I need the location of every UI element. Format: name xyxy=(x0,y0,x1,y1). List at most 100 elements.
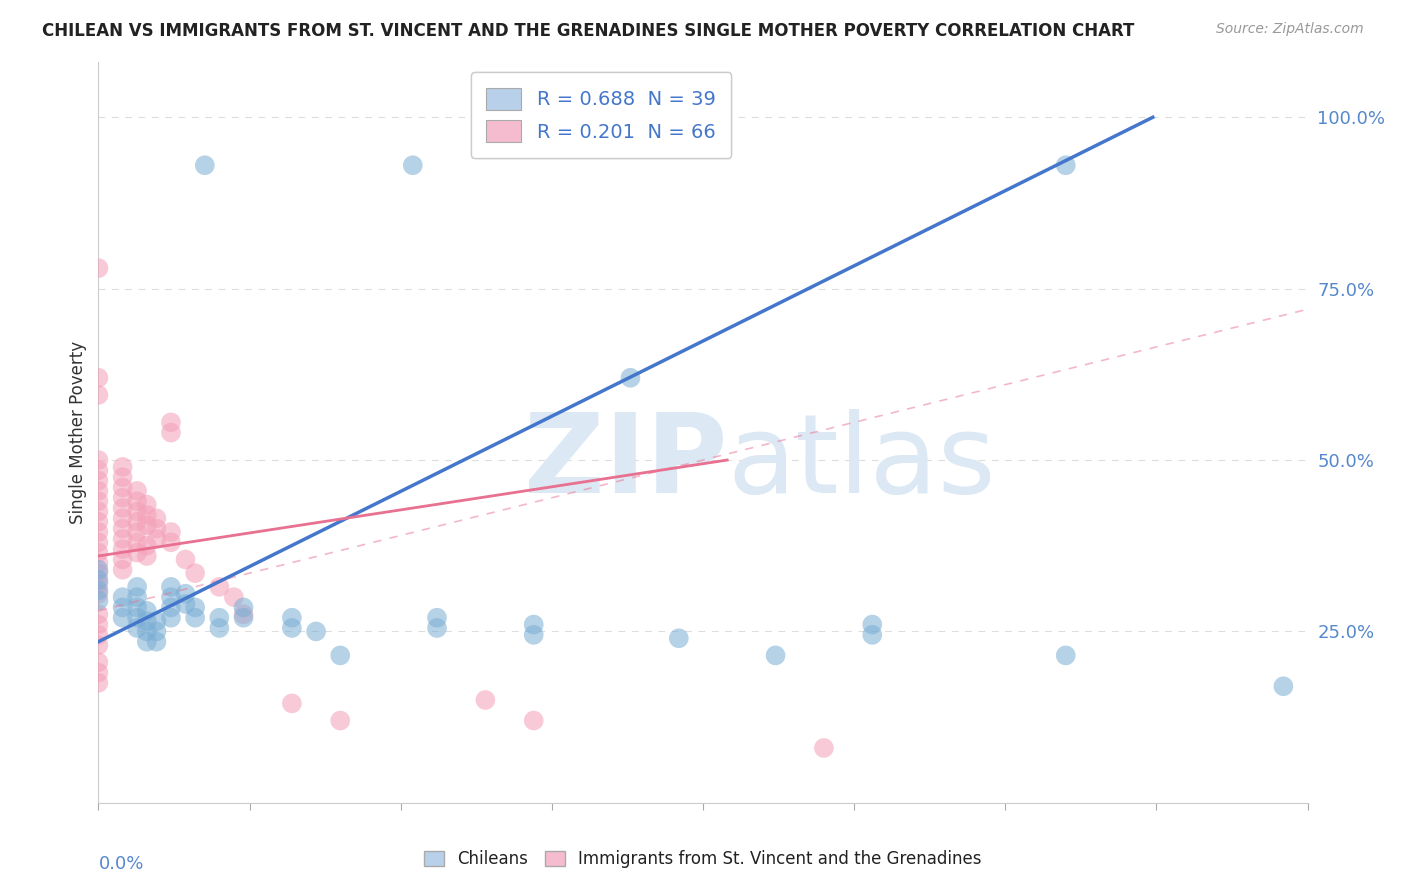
Text: ZIP: ZIP xyxy=(524,409,727,516)
Point xyxy=(111,542,134,557)
Point xyxy=(127,610,149,624)
Point xyxy=(87,583,110,598)
Point xyxy=(281,610,304,624)
Point xyxy=(127,545,149,559)
Point xyxy=(87,617,110,632)
Point xyxy=(160,535,183,549)
Point xyxy=(281,621,304,635)
Point xyxy=(160,580,183,594)
Point xyxy=(426,621,449,635)
Point xyxy=(127,524,149,539)
Point xyxy=(87,587,110,601)
Point xyxy=(111,459,134,474)
Point xyxy=(1272,679,1295,693)
Point xyxy=(194,158,217,172)
Point xyxy=(135,518,157,533)
Point xyxy=(127,483,149,498)
Text: Source: ZipAtlas.com: Source: ZipAtlas.com xyxy=(1216,22,1364,37)
Point xyxy=(222,590,245,604)
Point xyxy=(184,600,207,615)
Text: atlas: atlas xyxy=(727,409,995,516)
Point xyxy=(87,573,110,587)
Point xyxy=(145,522,167,536)
Point xyxy=(145,511,167,525)
Point xyxy=(1054,648,1077,663)
Point xyxy=(87,628,110,642)
Point xyxy=(87,494,110,508)
Point xyxy=(87,655,110,669)
Point xyxy=(111,491,134,505)
Point xyxy=(127,535,149,549)
Legend: R = 0.688  N = 39, R = 0.201  N = 66: R = 0.688 N = 39, R = 0.201 N = 66 xyxy=(471,72,731,158)
Point xyxy=(281,697,304,711)
Point xyxy=(127,590,149,604)
Point xyxy=(87,504,110,518)
Point xyxy=(111,552,134,566)
Point xyxy=(111,590,134,604)
Point xyxy=(232,607,254,622)
Point xyxy=(860,617,883,632)
Point xyxy=(426,610,449,624)
Point xyxy=(111,532,134,546)
Point xyxy=(111,563,134,577)
Text: 0.0%: 0.0% xyxy=(98,855,143,872)
Point xyxy=(87,388,110,402)
Text: CHILEAN VS IMMIGRANTS FROM ST. VINCENT AND THE GRENADINES SINGLE MOTHER POVERTY : CHILEAN VS IMMIGRANTS FROM ST. VINCENT A… xyxy=(42,22,1135,40)
Point xyxy=(208,580,231,594)
Point xyxy=(111,480,134,494)
Point xyxy=(208,621,231,635)
Point xyxy=(127,504,149,518)
Point xyxy=(87,483,110,498)
Point xyxy=(145,532,167,546)
Point xyxy=(184,566,207,581)
Point xyxy=(160,425,183,440)
Point xyxy=(87,556,110,570)
Point xyxy=(160,415,183,429)
Point xyxy=(111,600,134,615)
Point xyxy=(619,371,641,385)
Point xyxy=(127,515,149,529)
Point xyxy=(87,515,110,529)
Point xyxy=(1054,158,1077,172)
Point xyxy=(87,535,110,549)
Point xyxy=(87,563,110,577)
Point xyxy=(329,714,352,728)
Point xyxy=(87,474,110,488)
Point xyxy=(765,648,787,663)
Point xyxy=(523,628,546,642)
Point xyxy=(402,158,425,172)
Point xyxy=(860,628,883,642)
Point xyxy=(145,624,167,639)
Point xyxy=(87,524,110,539)
Point xyxy=(135,634,157,648)
Point xyxy=(127,600,149,615)
Point xyxy=(145,634,167,648)
Point xyxy=(208,610,231,624)
Point xyxy=(87,676,110,690)
Point xyxy=(87,463,110,477)
Point xyxy=(184,610,207,624)
Point xyxy=(127,621,149,635)
Point xyxy=(305,624,328,639)
Point xyxy=(87,576,110,591)
Point xyxy=(87,638,110,652)
Point xyxy=(127,494,149,508)
Point xyxy=(668,632,690,646)
Point xyxy=(111,610,134,624)
Point xyxy=(87,371,110,385)
Point xyxy=(111,511,134,525)
Point xyxy=(135,549,157,563)
Point xyxy=(160,600,183,615)
Point xyxy=(160,524,183,539)
Point xyxy=(111,522,134,536)
Point xyxy=(87,607,110,622)
Point xyxy=(474,693,496,707)
Point xyxy=(87,566,110,581)
Point xyxy=(523,714,546,728)
Point xyxy=(135,508,157,522)
Point xyxy=(135,539,157,553)
Point xyxy=(160,590,183,604)
Point xyxy=(135,498,157,512)
Point xyxy=(127,580,149,594)
Point xyxy=(87,665,110,680)
